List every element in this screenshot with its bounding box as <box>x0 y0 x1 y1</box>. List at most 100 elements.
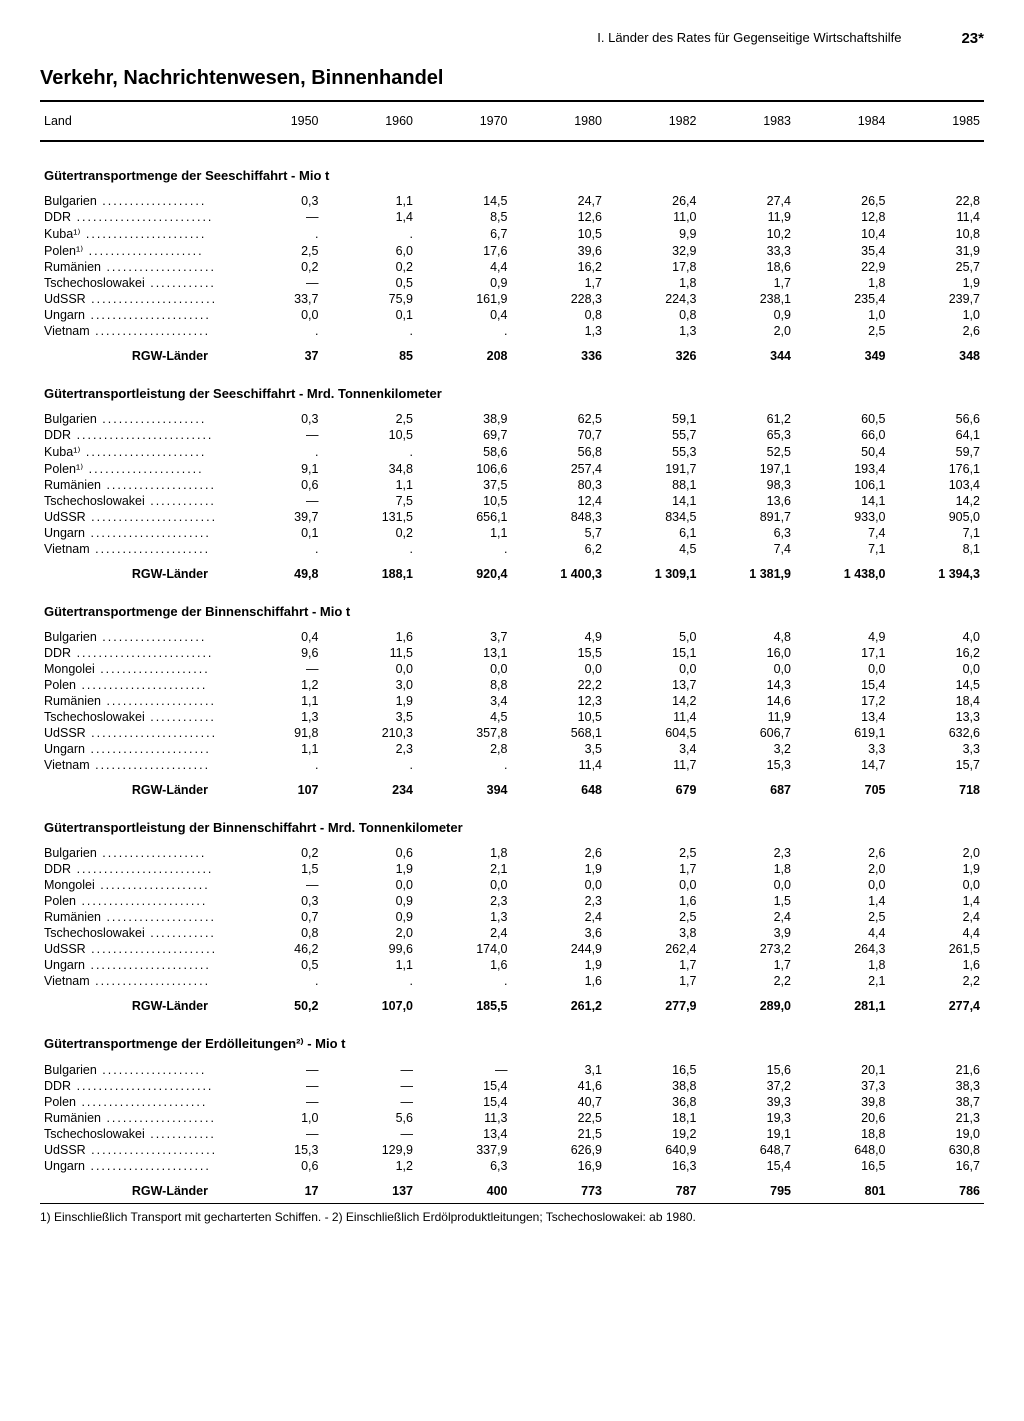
table-row: Rumänien ....................0,20,24,416… <box>40 259 984 275</box>
value-cell: 39,8 <box>795 1094 890 1110</box>
total-label: RGW-Länder <box>40 557 228 582</box>
value-cell: 15,6 <box>701 1062 796 1078</box>
total-cell: 188,1 <box>323 557 418 582</box>
table-row: Bulgarien ...................0,32,538,96… <box>40 411 984 427</box>
value-cell: 14,2 <box>890 493 985 509</box>
value-cell: 6,7 <box>417 225 512 242</box>
value-cell: . <box>228 973 323 989</box>
value-cell: 193,4 <box>795 460 890 477</box>
value-cell: — <box>228 427 323 443</box>
total-cell: 208 <box>417 339 512 364</box>
value-cell: 34,8 <box>323 460 418 477</box>
value-cell: 3,8 <box>606 925 701 941</box>
value-cell: 606,7 <box>701 725 796 741</box>
value-cell: . <box>417 323 512 339</box>
value-cell: 19,3 <box>701 1110 796 1126</box>
value-cell: — <box>228 1126 323 1142</box>
value-cell: 38,8 <box>606 1078 701 1094</box>
value-cell: 106,6 <box>417 460 512 477</box>
country-cell: Tschechoslowakei ............ <box>40 1126 228 1142</box>
value-cell: 50,4 <box>795 443 890 460</box>
value-cell: 40,7 <box>512 1094 607 1110</box>
value-cell: 27,4 <box>701 193 796 209</box>
value-cell: 37,5 <box>417 477 512 493</box>
value-cell: 1,6 <box>512 973 607 989</box>
value-cell: 2,0 <box>890 845 985 861</box>
value-cell: 26,4 <box>606 193 701 209</box>
value-cell: 4,9 <box>512 629 607 645</box>
value-cell: 1,2 <box>228 677 323 693</box>
value-cell: 1,4 <box>323 209 418 225</box>
value-cell: 19,1 <box>701 1126 796 1142</box>
value-cell: 2,1 <box>795 973 890 989</box>
country-cell: Polen ....................... <box>40 1094 228 1110</box>
table-row: Ungarn ......................0,10,21,15,… <box>40 525 984 541</box>
total-cell: 50,2 <box>228 989 323 1014</box>
value-cell: 0,0 <box>323 877 418 893</box>
section-title: Gütertransportmenge der Binnenschiffahrt… <box>40 582 984 629</box>
value-cell: 12,4 <box>512 493 607 509</box>
table-row: Polen¹⁾ .....................9,134,8106,… <box>40 460 984 477</box>
total-row: RGW-Länder17137400773787795801786 <box>40 1174 984 1199</box>
value-cell: 98,3 <box>701 477 796 493</box>
country-cell: Rumänien .................... <box>40 693 228 709</box>
value-cell: 11,4 <box>512 757 607 773</box>
country-cell: DDR ......................... <box>40 1078 228 1094</box>
country-cell: Kuba¹⁾ ...................... <box>40 443 228 460</box>
value-cell: 2,4 <box>701 909 796 925</box>
value-cell: 2,2 <box>890 973 985 989</box>
country-cell: Mongolei .................... <box>40 661 228 677</box>
value-cell: 16,5 <box>606 1062 701 1078</box>
total-cell: 786 <box>890 1174 985 1199</box>
data-table: Land19501960197019801982198319841985 Güt… <box>40 106 984 1199</box>
col-year: 1982 <box>606 106 701 136</box>
table-row: Vietnam ........................1,31,32,… <box>40 323 984 339</box>
value-cell: 56,8 <box>512 443 607 460</box>
total-cell: 344 <box>701 339 796 364</box>
value-cell: 7,1 <box>890 525 985 541</box>
country-cell: Rumänien .................... <box>40 477 228 493</box>
value-cell: 55,7 <box>606 427 701 443</box>
value-cell: 1,9 <box>890 861 985 877</box>
total-cell: 85 <box>323 339 418 364</box>
value-cell: 56,6 <box>890 411 985 427</box>
value-cell: 2,6 <box>890 323 985 339</box>
value-cell: 70,7 <box>512 427 607 443</box>
value-cell: 0,0 <box>323 661 418 677</box>
total-cell: 705 <box>795 773 890 798</box>
value-cell: 13,4 <box>417 1126 512 1142</box>
total-cell: 234 <box>323 773 418 798</box>
value-cell: . <box>323 225 418 242</box>
value-cell: 11,0 <box>606 209 701 225</box>
total-cell: 277,9 <box>606 989 701 1014</box>
value-cell: 1,0 <box>890 307 985 323</box>
value-cell: 11,3 <box>417 1110 512 1126</box>
section-title: Gütertransportleistung der Binnenschiffa… <box>40 798 984 845</box>
value-cell: 630,8 <box>890 1142 985 1158</box>
section-title: Gütertransportmenge der Erdölleitungen²⁾… <box>40 1014 984 1062</box>
value-cell: 1,0 <box>228 1110 323 1126</box>
country-cell: UdSSR ....................... <box>40 509 228 525</box>
value-cell: 2,5 <box>323 411 418 427</box>
value-cell: 10,5 <box>512 709 607 725</box>
value-cell: 0,2 <box>323 259 418 275</box>
page-header: I. Länder des Rates für Gegenseitige Wir… <box>40 30 984 47</box>
value-cell: 35,4 <box>795 242 890 259</box>
value-cell: 13,4 <box>795 709 890 725</box>
value-cell: 55,3 <box>606 443 701 460</box>
value-cell: 17,1 <box>795 645 890 661</box>
value-cell: 3,0 <box>323 677 418 693</box>
value-cell: 3,1 <box>512 1062 607 1078</box>
value-cell: 648,0 <box>795 1142 890 1158</box>
value-cell: 2,3 <box>701 845 796 861</box>
value-cell: 656,1 <box>417 509 512 525</box>
value-cell: 1,1 <box>228 741 323 757</box>
value-cell: — <box>417 1062 512 1078</box>
value-cell: 8,5 <box>417 209 512 225</box>
table-row: Polen .......................1,23,08,822… <box>40 677 984 693</box>
value-cell: — <box>228 877 323 893</box>
section-title: Gütertransportleistung der Seeschiffahrt… <box>40 364 984 411</box>
country-cell: Tschechoslowakei ............ <box>40 709 228 725</box>
value-cell: . <box>228 757 323 773</box>
value-cell: — <box>323 1126 418 1142</box>
